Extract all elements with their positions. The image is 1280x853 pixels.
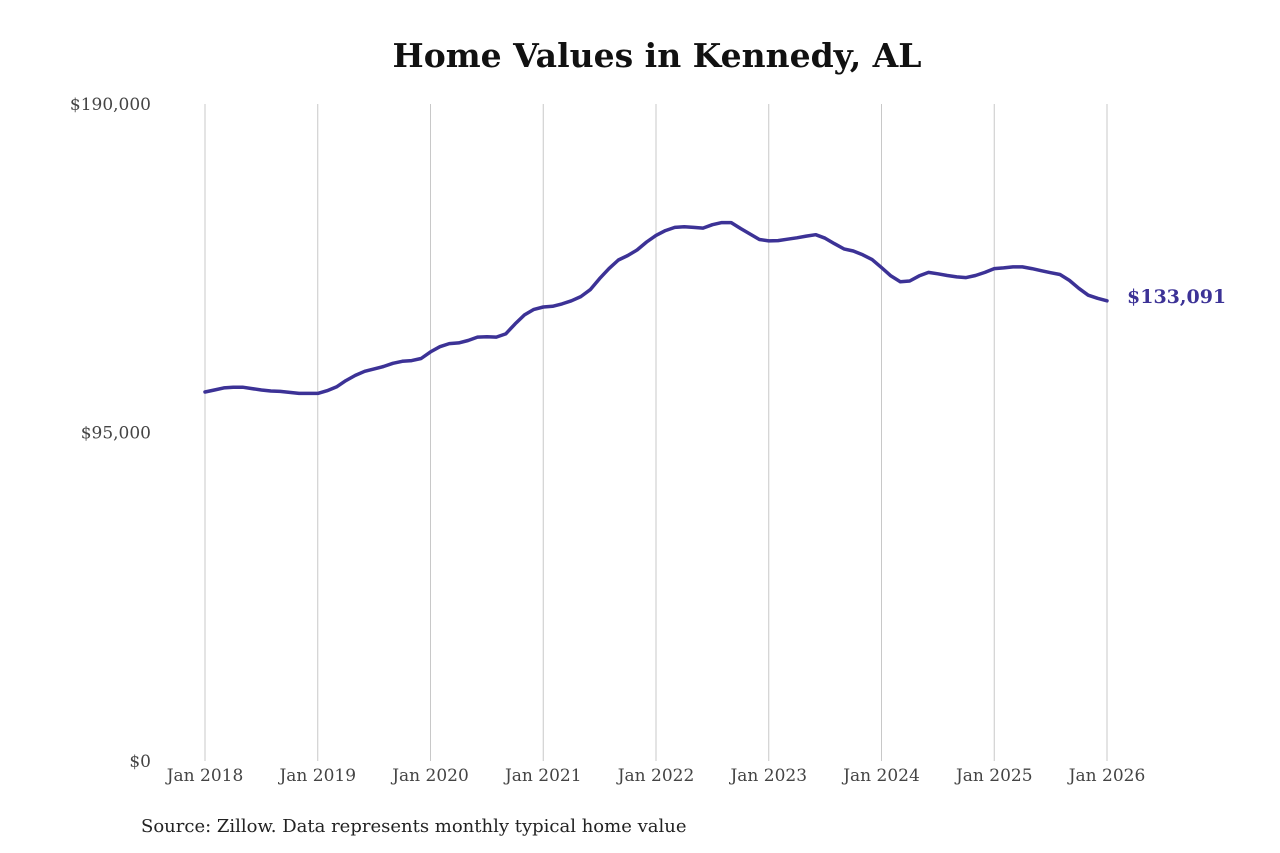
gridlines	[204, 104, 1108, 761]
x-tick-label: Jan 2021	[503, 766, 582, 786]
x-axis-ticks: Jan 2018 Jan 2019 Jan 2020 Jan 2021 Jan 2022…	[165, 766, 1146, 786]
y-tick-label: $190,000	[70, 95, 151, 115]
source-note: Source: Zillow. Data represents monthly …	[141, 816, 687, 837]
x-tick-label: Jan 2024	[841, 766, 920, 786]
x-tick-label: Jan 2022	[616, 766, 695, 786]
y-tick-label: $0	[129, 752, 151, 772]
series-line	[203, 220, 1109, 396]
end-value-label: $133,091	[1127, 286, 1226, 308]
y-tick-label: $95,000	[81, 424, 151, 444]
x-tick-label: Jan 2018	[165, 766, 244, 786]
chart-title: Home Values in Kennedy, AL	[392, 36, 922, 75]
x-tick-label: Jan 2025	[954, 766, 1033, 786]
x-tick-label: Jan 2026	[1067, 766, 1146, 786]
series-layer	[203, 220, 1109, 396]
x-tick-label: Jan 2020	[390, 766, 469, 786]
x-tick-label: Jan 2019	[277, 766, 356, 786]
y-axis-ticks: $0 $95,000 $190,000	[70, 95, 151, 772]
x-tick-label: Jan 2023	[728, 766, 807, 786]
end-label-layer: $133,091	[1127, 286, 1226, 308]
